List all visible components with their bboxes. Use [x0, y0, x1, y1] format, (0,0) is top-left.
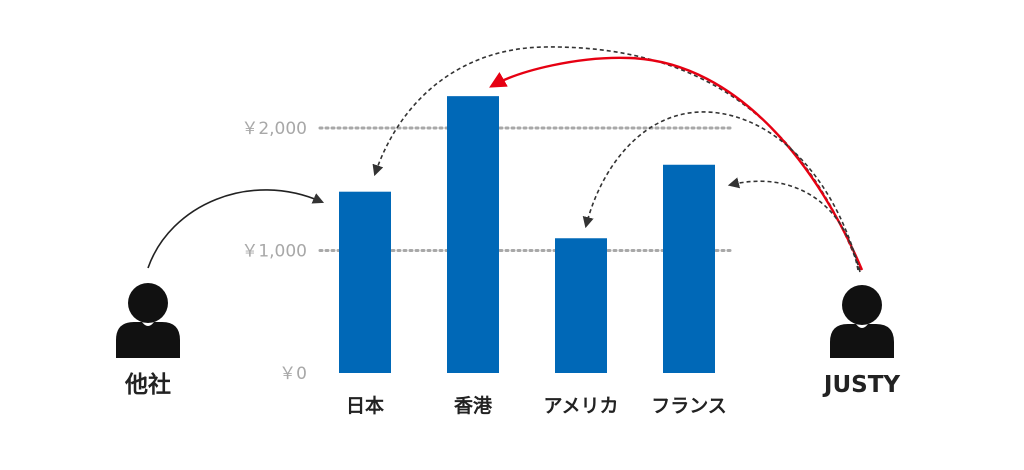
y-tick-labels: ￥0 ￥1,000 ￥2,000 [241, 119, 307, 384]
bar [555, 238, 607, 373]
y-tick-label: ￥0 [279, 364, 307, 384]
justy-person-icon [830, 285, 894, 358]
arrows [147, 46, 864, 273]
x-tick-label: 香港 [453, 395, 493, 417]
competitor-label: 他社 [124, 371, 171, 398]
justy-arrow-hongkong [489, 56, 864, 271]
bar [663, 164, 715, 373]
bar [447, 96, 499, 374]
x-tick-label: 日本 [346, 394, 384, 417]
y-tick-label: ￥2,000 [241, 119, 307, 139]
competitor-person-icon [116, 283, 180, 358]
justy-label: JUSTY [822, 372, 900, 398]
bars [339, 96, 715, 374]
justy-arrow-france [727, 177, 859, 271]
x-tick-label: アメリカ [543, 395, 618, 417]
y-tick-label: ￥1,000 [241, 242, 307, 262]
x-tick-label: フランス [651, 395, 727, 417]
justy-arrow-usa [582, 111, 861, 273]
x-tick-labels: 日本 香港 アメリカ フランス [346, 394, 727, 417]
competitor-arrow [147, 189, 325, 269]
bar [339, 191, 391, 373]
